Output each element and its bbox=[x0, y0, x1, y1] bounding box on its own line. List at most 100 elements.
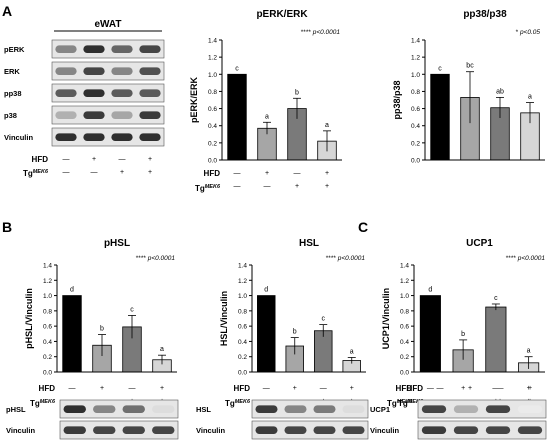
hfd-mark: + bbox=[160, 385, 164, 392]
tg-label: TgMEK6 bbox=[195, 184, 221, 193]
blot-band bbox=[111, 133, 132, 141]
blot-band bbox=[454, 426, 478, 434]
significance-label: **** p<0.0001 bbox=[326, 255, 366, 262]
significance-letter: a bbox=[350, 348, 354, 355]
blot-band bbox=[55, 89, 76, 97]
blot-band bbox=[255, 405, 277, 413]
y-axis-label: pHSL/Vinculin bbox=[24, 288, 34, 349]
significance-letter: c bbox=[438, 65, 442, 72]
y-tick-label: 0.2 bbox=[400, 354, 409, 361]
ewat-blot: pERK ERK pp38 p38 Vinculin eWAT — + — + — — + + HFD TgM… bbox=[4, 19, 164, 178]
significance-letter: d bbox=[70, 287, 74, 294]
y-tick-label: 1.0 bbox=[208, 72, 217, 79]
hfd-mark: — bbox=[294, 170, 301, 177]
y-axis-label: UCP1/Vinculin bbox=[381, 288, 391, 349]
hfd-mark: + bbox=[92, 156, 96, 163]
hfd-mark: + bbox=[461, 385, 465, 392]
panel-label-b: B bbox=[2, 219, 12, 235]
tg-mark: + bbox=[325, 183, 329, 190]
tg-mark: — bbox=[63, 169, 70, 176]
y-tick-label: 1.4 bbox=[43, 263, 52, 270]
bar bbox=[314, 331, 332, 372]
chart-title: pHSL bbox=[104, 238, 130, 249]
hfd-mark: + bbox=[265, 170, 269, 177]
blot-band bbox=[93, 426, 115, 434]
blot-band bbox=[64, 426, 86, 434]
blot-band bbox=[139, 111, 160, 119]
blot-band bbox=[111, 111, 132, 119]
significance-label: * p<0.05 bbox=[516, 29, 541, 36]
blot-band bbox=[342, 405, 364, 413]
significance-label: **** p<0.0001 bbox=[301, 29, 341, 36]
blot-band bbox=[111, 45, 132, 53]
y-tick-label: 0.8 bbox=[411, 89, 420, 96]
hfd-mark: + bbox=[100, 385, 104, 392]
significance-letter: b bbox=[100, 326, 104, 333]
y-tick-label: 0.0 bbox=[238, 370, 247, 377]
tg-mark: + bbox=[148, 169, 152, 176]
blot-band bbox=[486, 426, 510, 434]
significance-letter: d bbox=[428, 287, 432, 294]
bar-chart-5: UCP1 **** p<0.0001 0.0 0.2 0.4 0.6 0.8 1.0 1.2 1.… bbox=[381, 238, 545, 408]
figure-content: pERK/ERK **** p<0.0001 0.0 0.2 0.4 0.6 0.8 1.0 1… bbox=[4, 9, 546, 439]
blot-row-label: pHSL bbox=[6, 405, 26, 414]
y-axis-label: pERK/ERK bbox=[189, 77, 199, 124]
blot-band bbox=[139, 133, 160, 141]
blot-band bbox=[284, 405, 306, 413]
blot-band bbox=[111, 67, 132, 75]
blot-band bbox=[83, 111, 104, 119]
bar bbox=[431, 74, 450, 160]
hfd-mark: — bbox=[63, 156, 70, 163]
blot-band bbox=[123, 426, 145, 434]
significance-letter: b bbox=[293, 329, 297, 336]
bar-chart-3: pHSL **** p<0.0001 0.0 0.2 0.4 0.6 0.8 1.0 1.2 1.… bbox=[24, 238, 177, 408]
chart-title: HSL bbox=[299, 238, 319, 249]
blot-band bbox=[139, 45, 160, 53]
blot-row-label: ERK bbox=[4, 67, 20, 76]
y-tick-label: 0.4 bbox=[238, 339, 247, 346]
significance-letter: b bbox=[461, 331, 465, 338]
blot-band bbox=[422, 405, 446, 413]
y-tick-label: 1.0 bbox=[43, 293, 52, 300]
panel-label-a: A bbox=[2, 3, 12, 19]
hfd-mark: — bbox=[427, 385, 434, 392]
bar bbox=[420, 296, 440, 372]
blot-band bbox=[55, 111, 76, 119]
hfd-mark: + bbox=[293, 385, 297, 392]
blot-band bbox=[55, 45, 76, 53]
tg-label: TgMEK6 bbox=[23, 169, 49, 178]
tg-mark: + bbox=[120, 169, 124, 176]
hfd-mark: — bbox=[119, 156, 126, 163]
bar bbox=[257, 296, 275, 372]
hfd-mark: + bbox=[325, 170, 329, 177]
hfd-mark: + bbox=[527, 385, 531, 392]
blot-band bbox=[152, 405, 174, 413]
significance-letter: c bbox=[322, 316, 326, 323]
blot-band bbox=[93, 405, 115, 413]
y-tick-label: 0.8 bbox=[43, 308, 52, 315]
y-tick-label: 0.4 bbox=[411, 123, 420, 130]
y-tick-label: 1.4 bbox=[400, 263, 409, 270]
significance-letter: c bbox=[130, 306, 134, 313]
blot-row-label: UCP1 bbox=[370, 405, 390, 414]
y-tick-label: 1.4 bbox=[238, 263, 247, 270]
hfd-mark: — bbox=[320, 385, 327, 392]
blot-band bbox=[83, 133, 104, 141]
y-tick-label: 1.0 bbox=[411, 72, 420, 79]
y-tick-label: 1.0 bbox=[238, 293, 247, 300]
significance-letter: a bbox=[325, 122, 329, 129]
y-tick-label: 0.2 bbox=[43, 354, 52, 361]
hfd-label: HFD bbox=[234, 384, 251, 393]
y-tick-label: 1.2 bbox=[238, 278, 247, 285]
y-tick-label: 0.0 bbox=[43, 370, 52, 377]
hfd-mark: — bbox=[437, 385, 444, 392]
y-tick-label: 0.8 bbox=[238, 308, 247, 315]
significance-letter: c bbox=[235, 65, 239, 72]
blot-row-label: Vinculin bbox=[4, 133, 33, 142]
y-tick-label: 1.4 bbox=[208, 38, 217, 45]
y-tick-label: 1.2 bbox=[411, 55, 420, 62]
blot-band bbox=[284, 426, 306, 434]
hfd-mark: — bbox=[263, 385, 270, 392]
hfd-label: HFD bbox=[396, 384, 413, 393]
